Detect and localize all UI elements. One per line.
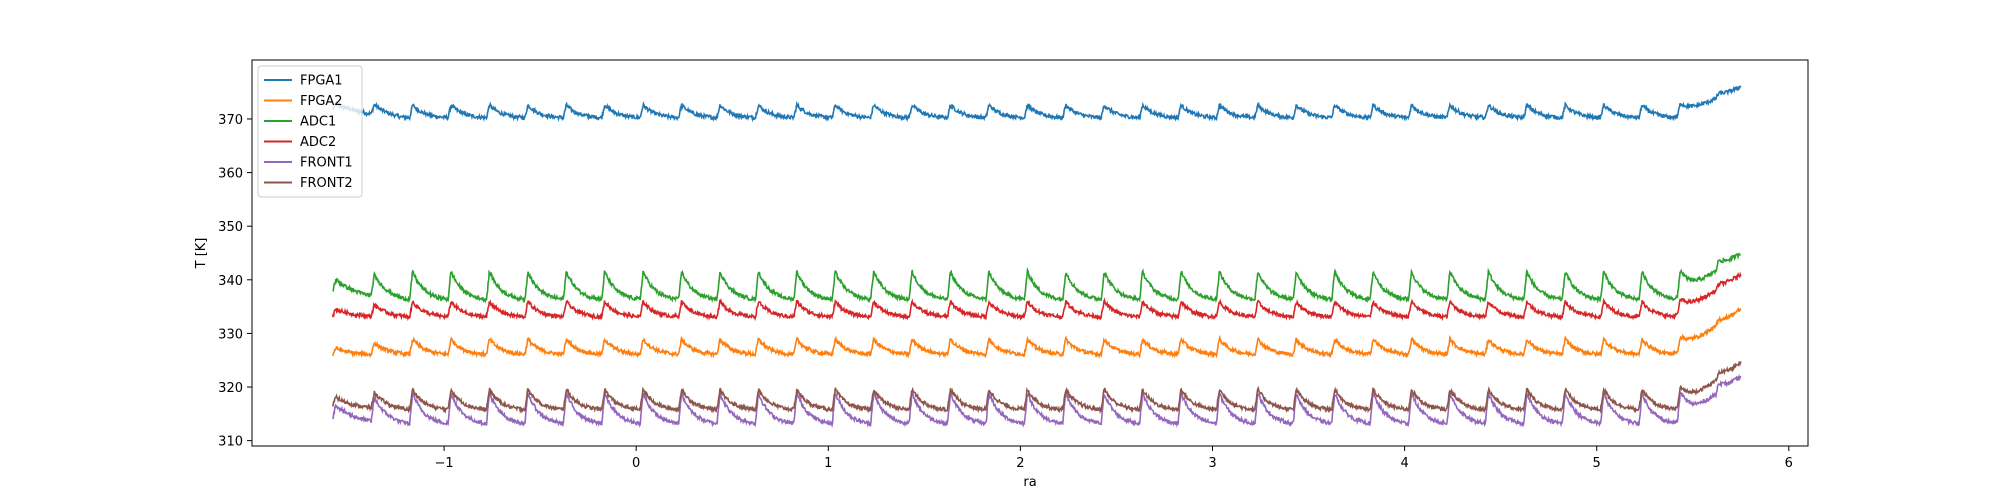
- y-axis-label: T [K]: [194, 238, 209, 270]
- x-axis-label: ra: [1023, 475, 1036, 490]
- series-line-adc1: [332, 252, 1742, 304]
- y-tick-label: 340: [218, 274, 243, 289]
- y-tick-label: 370: [218, 113, 243, 128]
- legend-box: [257, 65, 363, 198]
- y-tick-label: 360: [218, 167, 243, 182]
- series-line-front1: [331, 373, 1742, 429]
- legend-label: FPGA2: [300, 94, 343, 109]
- series-line-fpga2: [331, 306, 1742, 359]
- series-line-fpga1: [332, 85, 1742, 123]
- legend-label: ADC2: [300, 135, 336, 150]
- y-axis: 310 320 330 340 350 360 370: [218, 113, 252, 450]
- x-tick-label: 4: [1400, 456, 1408, 471]
- x-tick-label: 1: [824, 456, 832, 471]
- series-line-adc2: [331, 271, 1742, 322]
- legend-label: FRONT1: [300, 156, 353, 171]
- x-tick-label: 6: [1785, 456, 1793, 471]
- legend-label: FPGA1: [300, 74, 343, 89]
- y-tick-label: 350: [218, 220, 243, 235]
- x-axis: −1 0 1 2 3 4 5 6: [435, 446, 1793, 471]
- y-tick-label: 310: [218, 435, 243, 450]
- x-tick-label: 5: [1593, 456, 1601, 471]
- y-tick-label: 320: [218, 381, 243, 396]
- legend-label: FRONT2: [300, 176, 353, 191]
- legend: FPGA1 FPGA2 ADC1 ADC2 FRONT1 FRONT2: [257, 65, 363, 198]
- x-tick-label: 2: [1016, 456, 1024, 471]
- x-tick-label: 3: [1208, 456, 1216, 471]
- x-tick-label: −1: [435, 456, 454, 471]
- series-layer: [331, 85, 1742, 429]
- plot-area-frame: [251, 59, 1809, 447]
- y-tick-label: 330: [218, 327, 243, 342]
- x-tick-label: 0: [632, 456, 640, 471]
- legend-label: ADC1: [300, 115, 336, 130]
- series-line-front2: [331, 361, 1742, 415]
